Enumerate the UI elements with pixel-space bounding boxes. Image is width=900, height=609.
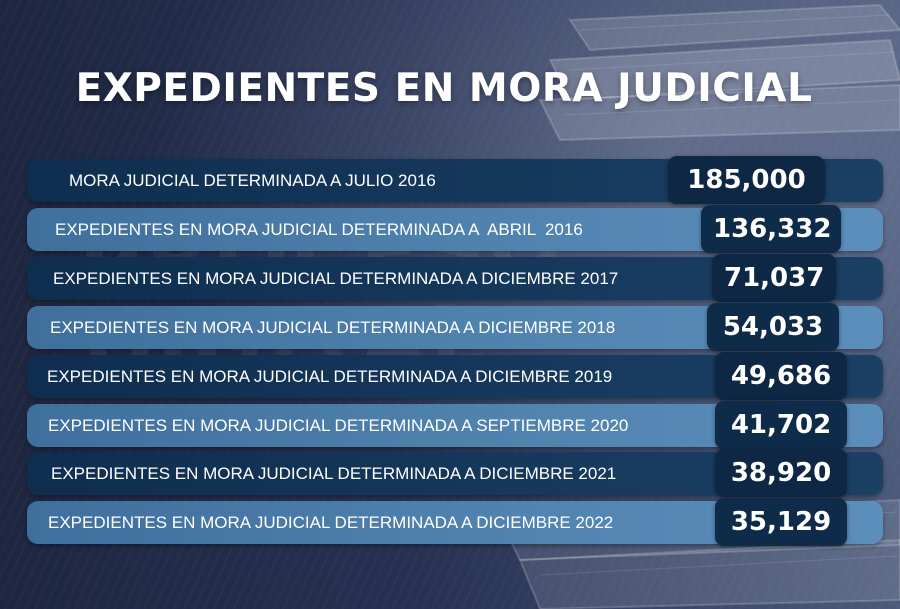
row-label: EXPEDIENTES EN MORA JUDICIAL DETERMINADA… xyxy=(50,318,616,337)
row-value: 41,702 xyxy=(715,401,847,449)
row-label: EXPEDIENTES EN MORA JUDICIAL DETERMINADA… xyxy=(53,269,619,288)
list-item: MORA JUDICIAL DETERMINADA A JULIO 2016 1… xyxy=(27,156,883,204)
list-item: EXPEDIENTES EN MORA JUDICIAL DETERMINADA… xyxy=(27,352,883,400)
list-item: EXPEDIENTES EN MORA JUDICIAL DETERMINADA… xyxy=(27,449,883,497)
row-label: EXPEDIENTES EN MORA JUDICIAL DETERMINADA… xyxy=(51,464,617,483)
row-label: EXPEDIENTES EN MORA JUDICIAL DETERMINADA… xyxy=(48,513,614,532)
row-label: EXPEDIENTES EN MORA JUDICIAL DETERMINADA… xyxy=(47,367,613,386)
row-value: 136,332 xyxy=(701,205,841,253)
list-item: EXPEDIENTES EN MORA JUDICIAL DETERMINADA… xyxy=(27,303,883,351)
list-item: EXPEDIENTES EN MORA JUDICIAL DETERMINADA… xyxy=(27,401,883,449)
row-label: MORA JUDICIAL DETERMINADA A JULIO 2016 xyxy=(69,171,436,190)
row-value: 54,033 xyxy=(707,303,839,351)
row-value: 185,000 xyxy=(668,156,825,204)
row-value: 35,129 xyxy=(715,498,847,546)
row-value: 38,920 xyxy=(715,449,847,497)
list-item: EXPEDIENTES EN MORA JUDICIAL DETERMINADA… xyxy=(27,498,883,546)
list-item: EXPEDIENTES EN MORA JUDICIAL DETERMINADA… xyxy=(27,205,883,253)
row-label: EXPEDIENTES EN MORA JUDICIAL DETERMINADA… xyxy=(48,416,629,435)
list-item: EXPEDIENTES EN MORA JUDICIAL DETERMINADA… xyxy=(27,254,883,302)
row-value: 71,037 xyxy=(712,254,836,302)
row-label: EXPEDIENTES EN MORA JUDICIAL DETERMINADA… xyxy=(55,220,583,239)
page-title: EXPEDIENTES EN MORA JUDICIAL xyxy=(75,66,813,111)
row-value: 49,686 xyxy=(715,352,847,400)
